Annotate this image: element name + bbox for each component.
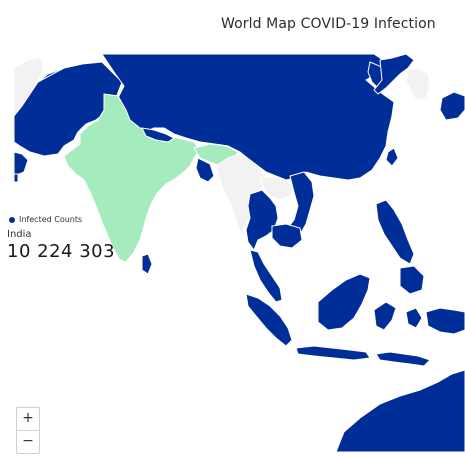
region-sri-lanka[interactable] — [141, 253, 153, 275]
country-borders — [37, 63, 291, 201]
map-title: World Map COVID-19 Infection — [221, 16, 436, 32]
world-map[interactable] — [14, 54, 465, 452]
region-japan-grey[interactable] — [405, 67, 431, 101]
region-sumatra[interactable] — [245, 293, 293, 347]
region-taiwan[interactable] — [385, 147, 399, 167]
map-canvas[interactable] — [14, 54, 465, 452]
region-mindanao[interactable] — [399, 265, 425, 295]
region-arabia[interactable] — [14, 151, 29, 177]
region-philippines-luzon[interactable] — [439, 91, 465, 121]
region-moluccas[interactable] — [405, 307, 423, 329]
zoom-control: + − — [16, 407, 40, 454]
region-japan[interactable] — [373, 54, 415, 95]
region-bangladesh[interactable] — [195, 157, 215, 183]
country-tooltip: Infected Counts India 10 224 303 — [7, 213, 127, 262]
region-borneo[interactable] — [317, 273, 371, 331]
region-thailand[interactable] — [245, 189, 279, 252]
zoom-in-button[interactable]: + — [22, 410, 34, 426]
tooltip-country-name: India — [7, 229, 32, 240]
region-australia[interactable] — [335, 369, 465, 452]
region-philippines[interactable] — [375, 199, 415, 265]
region-papua[interactable] — [425, 307, 465, 335]
region-sulawesi[interactable] — [373, 301, 397, 331]
legend-label: Infected Counts — [19, 215, 83, 224]
region-malay-peninsula[interactable] — [249, 249, 283, 303]
legend-dot-icon — [9, 216, 15, 223]
region-maldives[interactable] — [14, 173, 19, 183]
region-lesser-sunda[interactable] — [375, 351, 431, 367]
tooltip-infected-count: 10 224 303 — [7, 241, 116, 262]
zoom-out-button[interactable]: − — [17, 430, 39, 453]
legend-item: Infected Counts — [7, 213, 127, 226]
region-cambodia[interactable] — [271, 223, 303, 249]
region-nepal[interactable] — [141, 127, 175, 143]
region-java[interactable] — [295, 345, 371, 361]
